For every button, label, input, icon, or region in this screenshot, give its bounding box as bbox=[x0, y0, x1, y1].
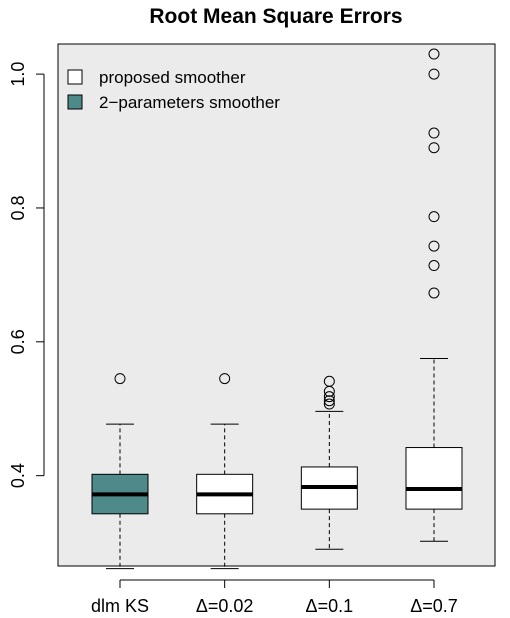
chart-title: Root Mean Square Errors bbox=[149, 5, 402, 28]
outlier-point bbox=[428, 48, 440, 60]
x-tick-label: dlm KS bbox=[91, 596, 149, 616]
box-group bbox=[91, 373, 149, 570]
box-group bbox=[300, 375, 358, 550]
box-group bbox=[196, 373, 254, 570]
box-series bbox=[91, 48, 463, 570]
outlier-point bbox=[219, 373, 231, 385]
legend-swatch bbox=[67, 94, 83, 110]
outlier-point bbox=[428, 211, 440, 223]
x-tick-label: Δ=0.7 bbox=[410, 596, 458, 616]
outlier-point bbox=[323, 375, 335, 387]
y-tick-label: 1.0 bbox=[8, 62, 28, 87]
legend-label: proposed smoother bbox=[99, 68, 246, 87]
outlier-point bbox=[323, 391, 335, 403]
y-tick-label: 0.4 bbox=[8, 463, 28, 488]
outlier-point bbox=[114, 373, 126, 385]
outlier-point bbox=[428, 287, 440, 299]
box-group bbox=[405, 48, 463, 542]
x-tick-label: Δ=0.1 bbox=[306, 596, 354, 616]
y-tick-label: 0.6 bbox=[8, 329, 28, 354]
y-axis: 0.4 0.6 0.8 1.0 bbox=[8, 62, 45, 488]
legend-label: 2−parameters smoother bbox=[99, 93, 280, 112]
outlier-point bbox=[323, 395, 335, 407]
x-tick-label: Δ=0.02 bbox=[196, 596, 254, 616]
outlier-point bbox=[428, 260, 440, 272]
outlier-point bbox=[428, 240, 440, 252]
legend: proposed smoother 2−parameters smoother bbox=[67, 68, 280, 112]
box-iqr bbox=[405, 447, 463, 510]
outlier-point bbox=[428, 142, 440, 154]
legend-swatch bbox=[67, 69, 83, 85]
outlier-point bbox=[428, 68, 440, 80]
x-axis: dlm KS Δ=0.02 Δ=0.1 Δ=0.7 bbox=[91, 579, 458, 616]
outlier-point bbox=[323, 398, 335, 410]
y-tick-label: 0.8 bbox=[8, 195, 28, 220]
outlier-point bbox=[428, 127, 440, 139]
